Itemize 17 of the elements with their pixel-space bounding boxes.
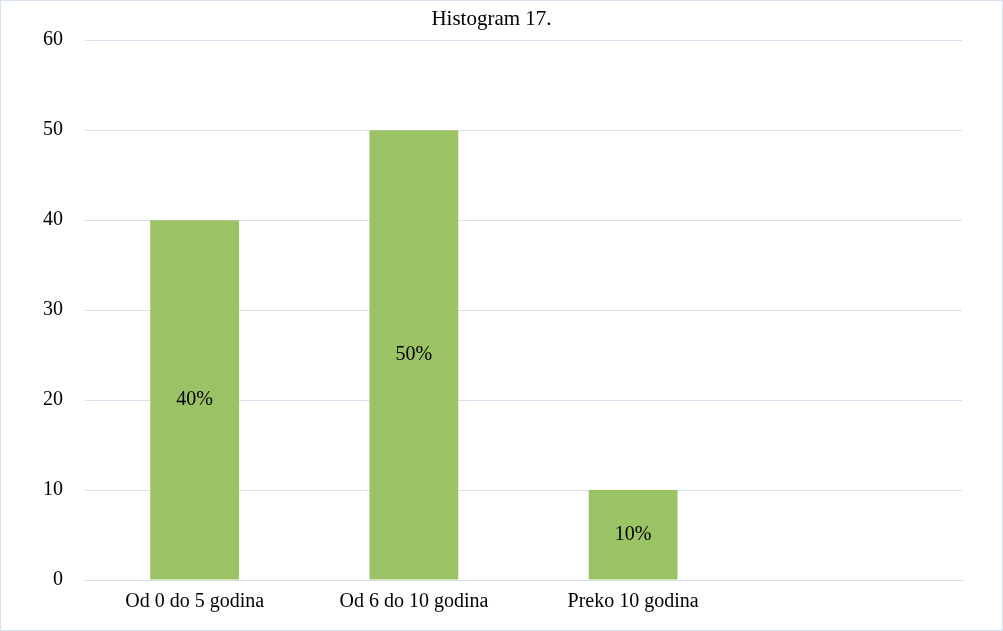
x-tick-label: Preko 10 godina — [567, 589, 699, 613]
bar — [150, 220, 240, 580]
data-label: 40% — [176, 387, 213, 410]
y-tick-label: 50 — [43, 117, 63, 140]
y-tick-label: 60 — [43, 27, 63, 50]
data-label: 10% — [614, 522, 652, 545]
y-tick-label: 10 — [43, 477, 63, 500]
y-tick-label: 30 — [43, 297, 63, 320]
chart-title: Histogram 17. — [431, 6, 552, 31]
bar — [588, 490, 678, 580]
x-tick-label: Od 6 do 10 godina — [339, 589, 489, 613]
data-label: 50% — [395, 342, 433, 365]
x-tick-label: Od 0 do 5 godina — [125, 589, 265, 613]
y-tick-label: 40 — [43, 207, 63, 230]
y-tick-label: 0 — [53, 567, 63, 590]
bar — [369, 130, 459, 580]
y-tick-label: 20 — [43, 387, 63, 410]
